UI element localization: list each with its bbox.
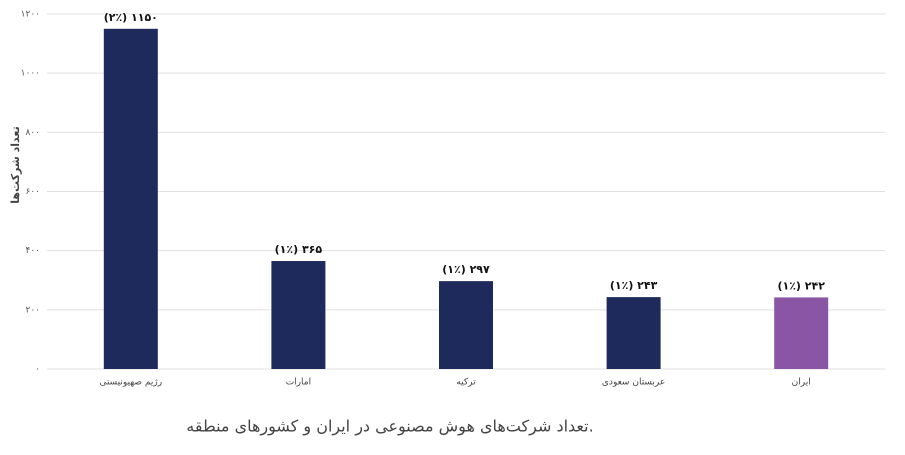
value-label: (۱٪) ۲۴۲ xyxy=(777,279,825,292)
y-tick-label: ۴۰۰ xyxy=(25,246,40,256)
x-tick-label: امارات xyxy=(286,378,311,388)
x-tick-label: ترکیه xyxy=(456,378,476,388)
y-tick-label: ۲۰۰ xyxy=(25,305,40,315)
y-tick-label: ۱۲۰۰ xyxy=(21,10,40,20)
y-tick-label: ۶۰۰ xyxy=(25,187,40,197)
bar xyxy=(271,261,326,369)
value-label: (۱٪) ۳۶۵ xyxy=(275,243,323,256)
bar xyxy=(103,28,158,370)
bar xyxy=(606,297,661,369)
value-label: (۱٪) ۲۴۳ xyxy=(610,279,658,292)
bar xyxy=(439,281,493,369)
value-label: (۲٪) ۱۱۵۰ xyxy=(104,11,158,24)
x-tick-label: عربستان سعودی xyxy=(602,378,665,388)
bar xyxy=(774,297,829,369)
value-label: (۱٪) ۲۹۷ xyxy=(442,263,490,276)
x-tick-label: رژیم صهیونیستی xyxy=(99,378,162,388)
y-tick-label: ۱۰۰۰ xyxy=(21,69,40,79)
y-axis-title: تعداد شرکت‌ها xyxy=(9,126,22,203)
caption: تعداد شرکت‌های هوش مصنوعی در ایران و کشو… xyxy=(186,417,593,437)
y-tick-label: ۰ xyxy=(35,365,40,375)
x-tick-label: ایران xyxy=(792,378,811,388)
y-tick-label: ۸۰۰ xyxy=(25,128,40,138)
